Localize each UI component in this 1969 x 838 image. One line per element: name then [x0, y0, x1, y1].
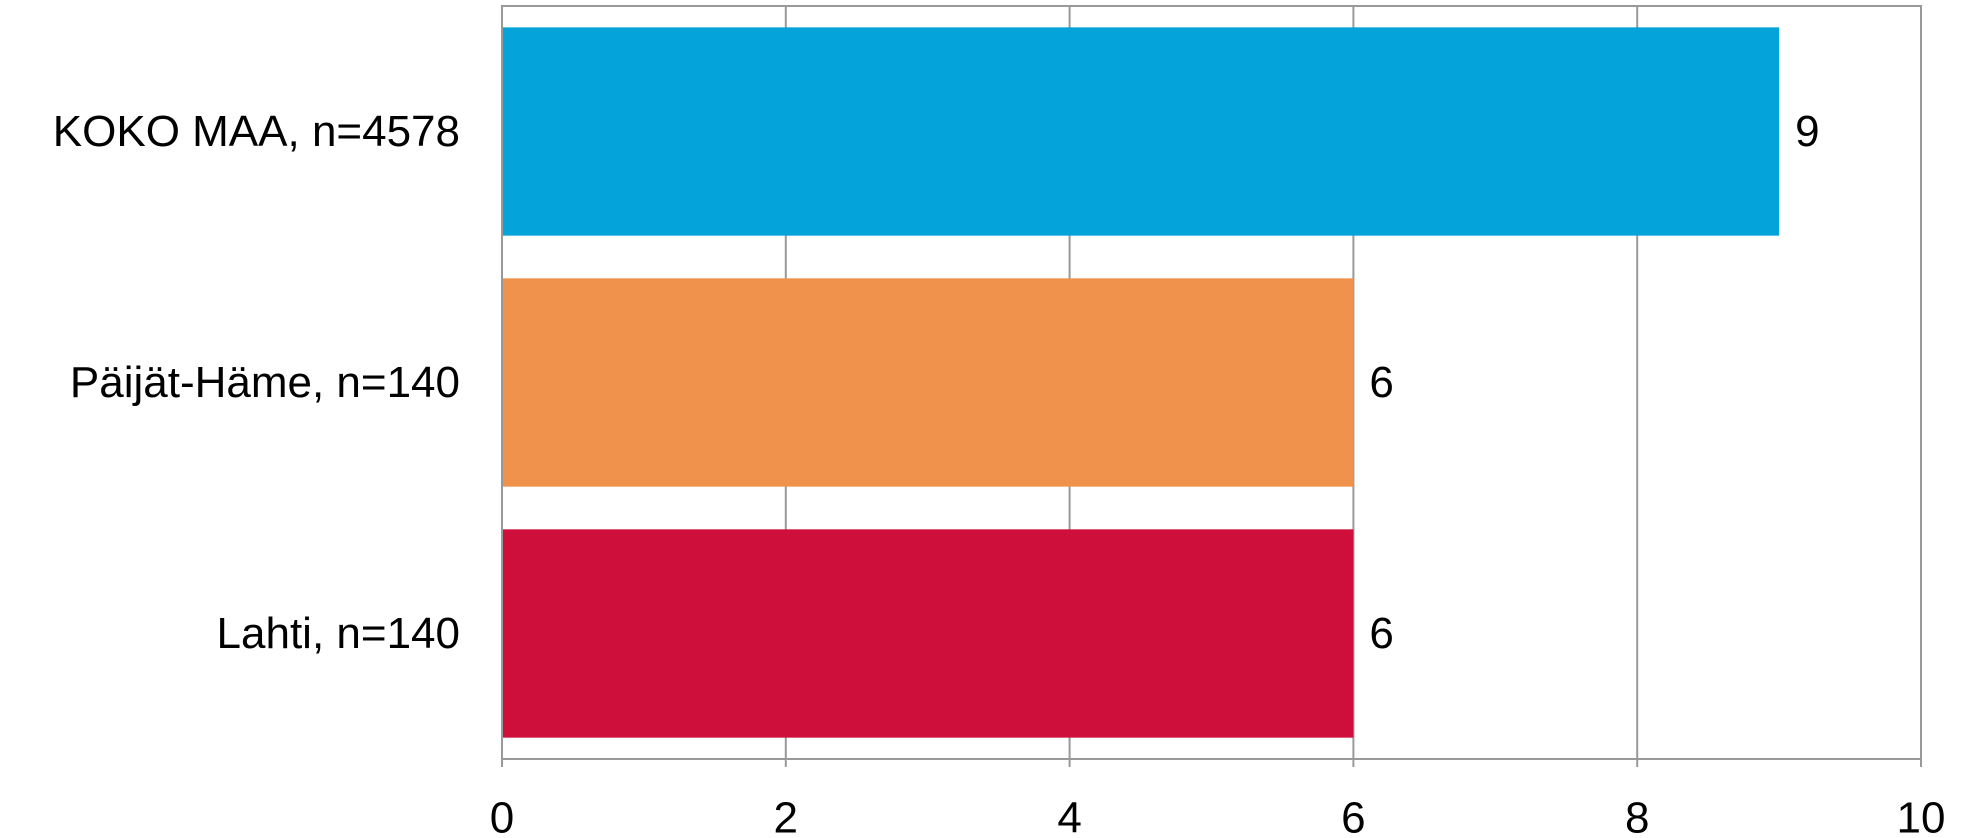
category-labels: KOKO MAA, n=4578 Päijät-Häme, n=140 Lahti,… — [53, 107, 460, 658]
x-tick-label: 6 — [1341, 794, 1365, 838]
x-tick-label: 10 — [1897, 794, 1946, 838]
bar — [502, 27, 1780, 236]
data-labels: 9 6 6 — [1369, 107, 1819, 658]
category-label: KOKO MAA, n=4578 — [53, 107, 460, 156]
data-label: 9 — [1795, 107, 1819, 156]
category-label: Päijät-Häme, n=140 — [70, 358, 460, 407]
x-axis-tick-labels: 0 2 4 6 8 10 — [490, 794, 1946, 838]
x-tick-label: 8 — [1625, 794, 1649, 838]
data-label: 6 — [1369, 609, 1393, 658]
x-tick-label: 2 — [774, 794, 798, 838]
x-tick-label: 4 — [1057, 794, 1081, 838]
x-axis-ticks — [501, 759, 1922, 767]
bar — [502, 529, 1354, 738]
bars — [502, 27, 1780, 738]
plot-area-border — [501, 5, 1922, 760]
category-label: Lahti, n=140 — [217, 609, 460, 658]
x-tick-label: 0 — [490, 794, 514, 838]
data-label: 6 — [1369, 358, 1393, 407]
bar — [502, 278, 1354, 487]
